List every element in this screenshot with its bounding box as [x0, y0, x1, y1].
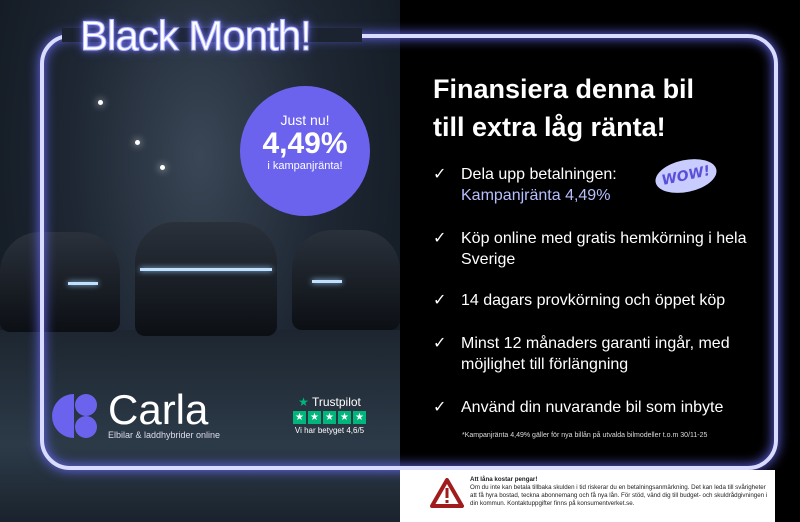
title-backdrop [62, 28, 362, 42]
car-right [292, 230, 400, 330]
headlight [140, 268, 272, 271]
street-light [98, 100, 103, 105]
warning-body: Om du inte kan betala tillbaka skulden i… [470, 484, 768, 507]
benefit-item: ✓ 14 dagars provkörning och öppet köp [433, 290, 725, 311]
trustpilot-label: Trustpilot [311, 395, 361, 409]
badge-line3: i kampanjränta! [267, 160, 343, 172]
benefit-item: ✓ Minst 12 månaders garanti ingår, med mö… [433, 333, 733, 375]
car-center [135, 222, 277, 336]
benefit-text: Dela upp betalningen: [461, 166, 617, 183]
rate-badge: Just nu! 4,49% i kampanjränta! [240, 86, 370, 216]
headlight [312, 280, 342, 283]
car-left [0, 232, 120, 332]
check-icon: ✓ [433, 166, 447, 183]
loan-warning: Att låna kostar pengar! Om du inte kan be… [400, 470, 775, 522]
info-panel [400, 0, 800, 522]
benefit-text: Använd din nuvarande bil som inbyte [461, 399, 724, 416]
trustpilot-rating: Vi har betyget 4,6/5 [294, 426, 365, 435]
badge-rate: 4,49% [262, 127, 348, 160]
warning-title: Att låna kostar pengar! [470, 476, 538, 483]
benefit-text: Köp online med gratis hemkörning i hela … [461, 230, 747, 268]
brand-tagline: Elbilar & laddhybrider online [108, 430, 221, 440]
trustpilot-star-icon: ★ [298, 395, 309, 409]
campaign-title: Black Month! [80, 12, 313, 60]
street-light [160, 165, 165, 170]
footnote: *Kampanjränta 4,49% gäller för nya billå… [462, 432, 708, 439]
badge-line1: Just nu! [280, 112, 330, 128]
check-icon: ✓ [433, 399, 447, 416]
neon-frame [40, 34, 778, 470]
benefit-text: 14 dagars provkörning och öppet köp [461, 292, 726, 309]
warning-icon [430, 478, 464, 508]
check-icon: ✓ [433, 230, 447, 247]
headline-line: Finansiera denna bil [433, 74, 695, 104]
trustpilot-stars: ★ ★ ★ ★ ★ [293, 411, 366, 424]
street-light [135, 140, 140, 145]
trustpilot-widget[interactable]: ★ Trustpilot ★ ★ ★ ★ ★ Vi har betyget 4,6/5 [293, 395, 366, 435]
benefit-item: ✓ Dela upp betalningen: Kampanjränta 4,49% [433, 164, 617, 206]
benefit-item: ✓ Köp online med gratis hemkörning i hela… [433, 228, 773, 270]
carla-mark-icon [52, 394, 97, 438]
headlight [68, 282, 98, 285]
benefit-text: Minst 12 månaders garanti ingår, med möj… [461, 335, 730, 373]
benefit-item: ✓ Använd din nuvarande bil som inbyte [433, 397, 723, 418]
brand-name: Carla [108, 386, 209, 433]
check-icon: ✓ [433, 335, 447, 352]
headline-line: till extra låg ränta! [433, 112, 666, 142]
benefit-highlight: Kampanjränta 4,49% [461, 187, 611, 204]
headline: Finansiera denna bil till extra låg ränt… [433, 70, 694, 146]
check-icon: ✓ [433, 292, 447, 309]
